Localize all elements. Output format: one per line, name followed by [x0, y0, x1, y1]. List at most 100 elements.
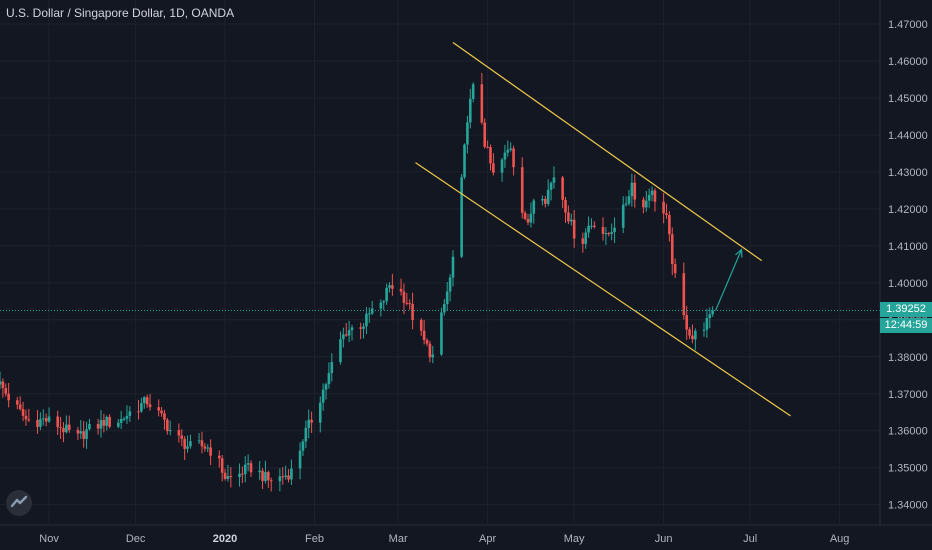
- candle-body: [512, 148, 515, 168]
- y-tick-label: 1.44000: [888, 130, 928, 142]
- candle-body: [44, 418, 48, 422]
- candle-body: [59, 427, 62, 429]
- candle-body: [39, 419, 42, 427]
- x-tick-label: Feb: [305, 533, 324, 545]
- candle-body: [301, 441, 305, 451]
- candle-body: [206, 447, 210, 449]
- x-tick-label: Jul: [743, 533, 757, 545]
- candle-body: [321, 389, 325, 403]
- candle-body: [627, 196, 631, 204]
- candle-body: [613, 227, 616, 233]
- candle-body: [203, 446, 207, 449]
- candle-body: [99, 419, 103, 429]
- candle-body: [65, 424, 68, 433]
- candle-body: [621, 204, 625, 228]
- candle-body: [27, 419, 31, 421]
- y-tick-label: 1.40000: [888, 278, 928, 290]
- candle-body: [142, 397, 146, 404]
- candle-body: [483, 122, 487, 147]
- candle-body: [310, 419, 313, 423]
- projection-arrow-line[interactable]: [714, 249, 743, 311]
- candle-body: [16, 400, 19, 405]
- candle-body: [76, 429, 80, 434]
- candle-body: [264, 472, 267, 481]
- last-price-tag: 1.39252: [880, 302, 932, 317]
- channel-upper-trendline[interactable]: [452, 42, 763, 262]
- price-axis[interactable]: 1.340001.350001.360001.370001.380001.390…: [888, 19, 928, 512]
- bar-countdown-tag: 12:44:59: [880, 318, 932, 333]
- chart-title: U.S. Dollar / Singapore Dollar, 1D, OAND…: [6, 6, 235, 20]
- candle-body: [668, 215, 671, 235]
- candle-body: [385, 287, 388, 302]
- candle-body: [544, 199, 547, 204]
- tradingview-logo-icon[interactable]: [6, 490, 32, 516]
- candle-body: [569, 219, 573, 222]
- candle-body: [486, 146, 489, 148]
- candle-body: [330, 362, 334, 373]
- candle-body: [702, 329, 706, 331]
- candle-body: [425, 340, 429, 344]
- candle-body: [324, 384, 328, 390]
- candle-body: [220, 458, 224, 473]
- candle-body: [411, 303, 414, 320]
- y-tick-label: 1.41000: [888, 241, 928, 253]
- candle-body: [269, 480, 273, 482]
- candle-body: [431, 354, 435, 358]
- candle-body: [705, 317, 709, 330]
- candle-body: [647, 194, 651, 201]
- candle-body: [347, 330, 351, 336]
- y-tick-label: 1.34000: [888, 500, 928, 512]
- candle-body: [572, 219, 576, 239]
- candle-body: [108, 416, 111, 427]
- candle-body: [460, 177, 463, 257]
- x-tick-label: May: [564, 533, 585, 545]
- candle-body: [342, 334, 345, 340]
- candle-body: [541, 199, 544, 201]
- time-axis[interactable]: Nov Dec 2020 Feb Mar Apr May Jun Jul Aug: [39, 533, 849, 545]
- candle-body: [7, 393, 10, 401]
- candle-body: [500, 159, 504, 173]
- candle-body: [630, 182, 634, 197]
- candle-body: [694, 330, 697, 340]
- candle-body: [604, 233, 608, 235]
- candle-body: [307, 419, 311, 428]
- candle-body: [546, 189, 550, 204]
- x-tick-label: Aug: [830, 533, 850, 545]
- y-tick-label: 1.45000: [888, 93, 928, 105]
- candle-body: [549, 182, 553, 190]
- candle-body: [368, 313, 371, 315]
- y-tick-label: 1.36000: [888, 426, 928, 438]
- candle-body: [4, 388, 8, 394]
- candle-body: [688, 329, 691, 336]
- candle-body: [480, 84, 484, 123]
- candle-body: [466, 122, 469, 145]
- y-tick-label: 1.46000: [888, 56, 928, 68]
- candle-body: [197, 440, 201, 442]
- candle-body: [261, 470, 264, 481]
- candle-body: [226, 476, 230, 479]
- candles: [0, 72, 714, 492]
- candle-body: [642, 199, 645, 208]
- candle-body: [685, 315, 688, 330]
- candle-body: [362, 326, 365, 329]
- candle-body: [18, 404, 22, 410]
- candle-body: [287, 475, 290, 480]
- channel-lower-trendline[interactable]: [415, 162, 791, 417]
- candle-body: [168, 430, 172, 432]
- candle-body: [157, 407, 160, 411]
- candle-body: [471, 84, 475, 99]
- candle-body: [644, 200, 648, 208]
- candle-body: [163, 413, 166, 420]
- candle-body: [391, 285, 394, 289]
- candle-body: [304, 427, 308, 442]
- candle-body: [67, 424, 71, 430]
- candle-body: [339, 339, 342, 363]
- chart-drawings: [0, 42, 880, 417]
- candle-body: [128, 411, 132, 416]
- candle-body: [229, 476, 233, 478]
- candle-body: [365, 313, 368, 327]
- candle-body: [318, 402, 322, 423]
- candle-body: [405, 302, 409, 304]
- candle-body: [451, 256, 455, 278]
